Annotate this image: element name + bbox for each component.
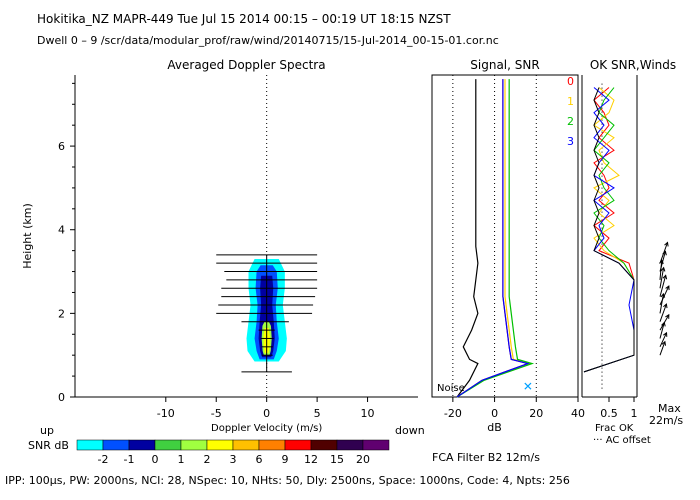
ok-series-line-0 <box>583 87 635 373</box>
wind-arrow <box>659 314 670 331</box>
signal-series-line-4 <box>456 79 530 398</box>
ok-series-line-4 <box>583 87 635 373</box>
wind-arrow <box>659 285 670 306</box>
beam-legend-label: 3 <box>567 135 574 148</box>
snr-colorbar-cell <box>102 439 130 451</box>
snr-colorbar-cell <box>362 439 390 451</box>
snr-scale-tick-label: -1 <box>124 453 135 466</box>
spectra-down-label: down <box>395 424 425 437</box>
spectra-x-label: Doppler Velocity (m/s) <box>211 423 322 434</box>
spectra-y-tick-label: 6 <box>58 140 65 153</box>
signal-title: Signal, SNR <box>470 58 539 72</box>
wind-arrow-head <box>665 313 670 319</box>
snr-scale-label: SNR dB <box>28 439 69 452</box>
snr-scale-tick-label: 15 <box>330 453 344 466</box>
wind-arrow-head <box>660 266 666 272</box>
spectra-y-tick-label: 4 <box>58 224 65 237</box>
signal-x-tick-label: 20 <box>529 407 543 420</box>
signal-x-label: dB <box>487 421 502 434</box>
snr-colorbar-cell <box>232 439 260 451</box>
ok-x-label: Frac OK <box>595 423 634 434</box>
wind-arrow-head <box>661 340 667 346</box>
wind-arrow <box>659 275 667 297</box>
wind-arrow <box>659 341 666 356</box>
ok-series-line-2 <box>583 87 635 373</box>
wind-arrow <box>659 332 667 348</box>
snr-scale-tick-label: 2 <box>204 453 211 466</box>
snr-scale-tick-label: 12 <box>304 453 318 466</box>
signal-series-line-1 <box>456 79 530 398</box>
snr-colorbar-cell <box>180 439 208 451</box>
wind-arrow-head <box>664 241 669 247</box>
snr-colorbar-cell <box>258 439 286 451</box>
wind-arrow <box>659 267 665 289</box>
filter-note: FCA Filter B2 12m/s <box>432 451 540 464</box>
snr-colorbar-cell <box>154 439 182 451</box>
beam-legend-label: 0 <box>567 75 574 88</box>
spectra-title: Averaged Doppler Spectra <box>167 58 325 72</box>
snr-colorbar-cell <box>284 439 312 451</box>
spectra-y-label: Height (km) <box>21 203 34 269</box>
spectra-x-tick-label: 5 <box>314 407 321 420</box>
signal-x-tick-label: -20 <box>444 407 462 420</box>
signal-series-line-2 <box>456 79 533 398</box>
wind-arrow <box>659 242 668 264</box>
ok-x-tick-label: 0.5 <box>600 407 618 420</box>
snr-scale-tick-label: 1 <box>178 453 185 466</box>
signal-series-line-3 <box>456 79 535 398</box>
spectra-x-tick-label: -5 <box>211 407 222 420</box>
spectra-y-tick-label: 2 <box>58 307 65 320</box>
snr-colorbar-cell <box>206 439 234 451</box>
snr-scale-tick-label: 9 <box>282 453 289 466</box>
snr-scale-tick-label: 20 <box>356 453 370 466</box>
wind-arrow-head <box>662 274 668 280</box>
spectra-y-tick-label: 0 <box>58 391 65 404</box>
ac-offset-label: ··· AC offset <box>593 435 651 446</box>
snr-colorbar-cell <box>336 439 364 451</box>
header-line-2: Dwell 0 – 9 /scr/data/modular_prof/raw/w… <box>37 34 499 47</box>
snr-colorbar-cell <box>310 439 338 451</box>
snr-scale-tick-label: 0 <box>152 453 159 466</box>
spectra-x-tick-label: -10 <box>157 407 175 420</box>
ok-x-tick-label: 1 <box>631 407 638 420</box>
snr-scale-tick-label: 6 <box>256 453 263 466</box>
wind-arrow-head <box>663 331 668 337</box>
wind-arrow <box>659 293 664 314</box>
spectra-x-tick-label: 0 <box>263 407 270 420</box>
ok-series-line-1 <box>583 87 635 373</box>
wind-arrow-head <box>665 285 670 291</box>
wind-arrow-head <box>663 303 668 309</box>
spectra-x-tick-label: 10 <box>361 407 375 420</box>
header-line-1: Hokitika_NZ MAPR-449 Tue Jul 15 2014 00:… <box>37 12 451 26</box>
wind-max-value: 22m/s <box>649 414 683 427</box>
wind-arrow <box>659 251 666 272</box>
snr-colorbar-cell <box>76 439 104 451</box>
snr-colorbar-cell <box>128 439 156 451</box>
signal-frame <box>431 74 579 398</box>
beam-legend-label: 1 <box>567 95 574 108</box>
snr-scale-tick-label: -2 <box>98 453 109 466</box>
signal-x-tick-label: 0 <box>491 407 498 420</box>
noise-label: Noise <box>437 383 465 394</box>
snr-scale-tick-label: 3 <box>230 453 237 466</box>
beam-legend-label: 2 <box>567 115 574 128</box>
wind-max-label: Max <box>658 402 681 415</box>
signal-series-line-0 <box>456 79 479 398</box>
signal-cross-marker: ✕ <box>523 380 533 394</box>
signal-x-tick-label: 40 <box>571 407 585 420</box>
footer-params: IPP: 100μs, PW: 2000ns, NCI: 28, NSpec: … <box>5 474 570 487</box>
spectra-up-label: up <box>40 424 54 437</box>
wind-arrow <box>659 322 665 339</box>
wind-arrow <box>659 303 667 322</box>
ok-series-line-3 <box>583 87 635 373</box>
ok-title: OK SNR,Winds <box>590 58 676 72</box>
